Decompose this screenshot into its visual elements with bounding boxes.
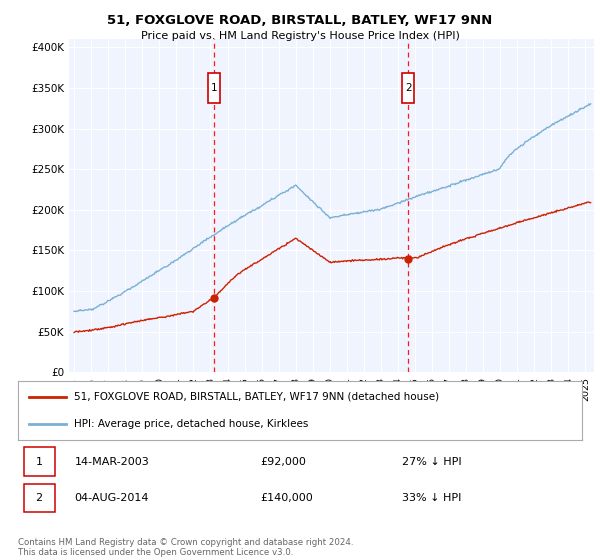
FancyBboxPatch shape — [23, 447, 55, 476]
Text: 51, FOXGLOVE ROAD, BIRSTALL, BATLEY, WF17 9NN (detached house): 51, FOXGLOVE ROAD, BIRSTALL, BATLEY, WF1… — [74, 391, 440, 402]
Text: 14-MAR-2003: 14-MAR-2003 — [74, 457, 149, 467]
Text: 04-AUG-2014: 04-AUG-2014 — [74, 493, 149, 503]
Text: 33% ↓ HPI: 33% ↓ HPI — [401, 493, 461, 503]
Text: £92,000: £92,000 — [260, 457, 307, 467]
FancyBboxPatch shape — [402, 73, 414, 102]
Text: Contains HM Land Registry data © Crown copyright and database right 2024.
This d: Contains HM Land Registry data © Crown c… — [18, 538, 353, 557]
FancyBboxPatch shape — [23, 484, 55, 512]
Text: 2: 2 — [405, 83, 412, 93]
Text: 2: 2 — [35, 493, 43, 503]
Text: 51, FOXGLOVE ROAD, BIRSTALL, BATLEY, WF17 9NN: 51, FOXGLOVE ROAD, BIRSTALL, BATLEY, WF1… — [107, 14, 493, 27]
FancyBboxPatch shape — [208, 73, 220, 102]
Text: HPI: Average price, detached house, Kirklees: HPI: Average price, detached house, Kirk… — [74, 419, 309, 429]
Text: 1: 1 — [211, 83, 217, 93]
Text: £140,000: £140,000 — [260, 493, 313, 503]
Text: 27% ↓ HPI: 27% ↓ HPI — [401, 457, 461, 467]
Text: Price paid vs. HM Land Registry's House Price Index (HPI): Price paid vs. HM Land Registry's House … — [140, 31, 460, 41]
Text: 1: 1 — [35, 457, 43, 467]
